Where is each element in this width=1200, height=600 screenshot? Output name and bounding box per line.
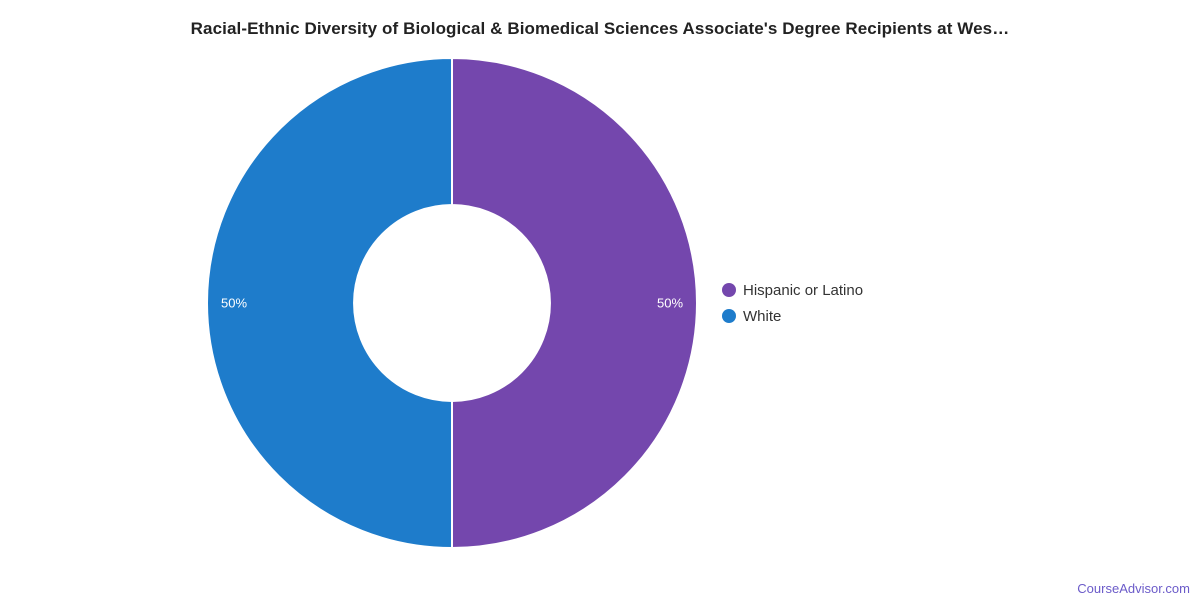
pie-slice-hispanic-or-latino[interactable] (451, 57, 698, 549)
legend-marker-icon (722, 309, 736, 323)
legend: Hispanic or Latino White (722, 277, 863, 329)
legend-label: Hispanic or Latino (743, 281, 864, 299)
legend-item-hispanic-or-latino[interactable]: Hispanic or Latino (722, 277, 863, 303)
legend-label: White (743, 307, 782, 325)
chart-title: Racial-Ethnic Diversity of Biological & … (190, 19, 1010, 38)
pie-slice-white[interactable] (206, 57, 453, 549)
legend-item-white[interactable]: White (722, 303, 863, 329)
legend-marker-icon (722, 283, 736, 297)
courseadvisor-link[interactable]: CourseAdvisor.com (1077, 581, 1190, 596)
